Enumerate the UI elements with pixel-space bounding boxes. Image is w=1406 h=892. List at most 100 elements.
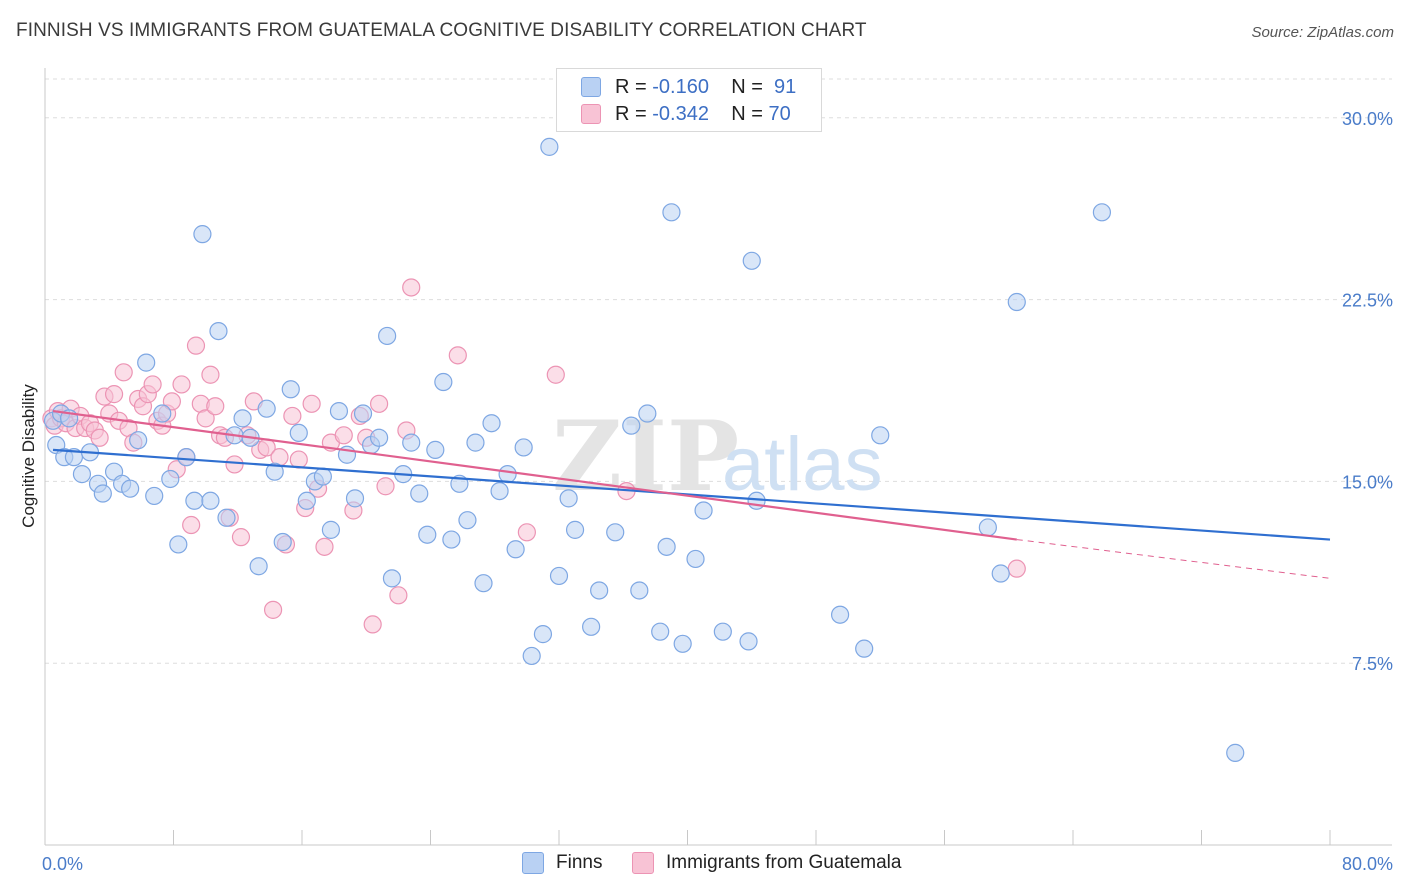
finns-point: [353, 404, 373, 423]
finns-point: [217, 508, 236, 527]
finns-point: [651, 622, 670, 641]
finns-point: [991, 564, 1010, 583]
legend-n-label: N =: [731, 75, 763, 98]
source-label: Source: ZipAtlas.com: [1251, 24, 1394, 41]
guatemala-point: [90, 428, 109, 447]
guatemala-point: [186, 336, 206, 355]
legend-n-label: N =: [731, 102, 763, 125]
finns-point: [209, 322, 228, 341]
finns-point: [442, 530, 461, 549]
guatemala-point: [196, 409, 215, 428]
finns-point: [1007, 292, 1026, 312]
guatemala-point: [225, 455, 244, 474]
finns-point: [638, 404, 657, 423]
guatemala-trend-line: [52, 410, 1017, 541]
finns-swatch: [581, 77, 601, 97]
finns-point: [514, 438, 533, 457]
finns-point: [382, 569, 402, 588]
watermark: ZIP atlas: [552, 400, 883, 513]
y-tick-label: 30.0%: [1342, 109, 1393, 129]
chart-title: FINNISH VS IMMIGRANTS FROM GUATEMALA COG…: [16, 20, 867, 41]
finns-point: [72, 465, 92, 484]
legend-item-finns[interactable]: Finns: [522, 852, 602, 874]
guatemala-point: [172, 375, 191, 394]
finns-point: [482, 414, 501, 433]
finns-point: [193, 225, 212, 244]
y-tick-label: 15.0%: [1342, 472, 1393, 492]
legend-item-guatemala[interactable]: Immigrants from Guatemala: [632, 852, 901, 874]
finns-point: [673, 634, 692, 653]
finns-point: [281, 380, 300, 399]
finns-point: [474, 574, 493, 593]
finns-point: [370, 428, 389, 447]
guatemala-point: [104, 385, 124, 404]
finns-point: [273, 532, 292, 552]
correlation-legend: R = -0.160 N = 91 R = -0.342 N = 70: [556, 68, 822, 132]
finns-point: [265, 462, 284, 481]
finns-point: [185, 491, 204, 510]
finns-point: [297, 491, 316, 510]
series-legend: Finns Immigrants from Guatemala: [0, 852, 1406, 878]
guatemala-swatch: [581, 104, 601, 124]
guatemala-point: [370, 394, 389, 413]
finns-point: [1226, 743, 1245, 762]
finns-point: [410, 484, 429, 503]
finns-point: [582, 617, 601, 636]
guatemala-point: [162, 392, 181, 411]
finns-point: [540, 137, 559, 156]
finns-point: [533, 625, 553, 644]
finns-point: [855, 639, 874, 658]
legend-finns-label: Finns: [556, 852, 603, 873]
finns-point: [345, 489, 365, 508]
finns-point: [257, 399, 276, 418]
finns-point: [93, 484, 112, 503]
guatemala-point: [389, 586, 408, 605]
finns-legend-swatch: [522, 852, 544, 874]
finns-point: [657, 537, 676, 556]
guatemala-point: [231, 528, 251, 547]
finns-point: [458, 511, 477, 530]
finns-point: [498, 465, 517, 484]
finns-point: [418, 525, 437, 544]
guatemala-point: [114, 363, 133, 382]
finns-point: [153, 404, 172, 423]
finns-point: [713, 622, 732, 641]
y-tick-label: 7.5%: [1352, 654, 1393, 674]
finns-point: [402, 433, 421, 452]
guatemala-trend-extension: [1016, 539, 1331, 579]
finns-point: [565, 520, 585, 539]
finns-point: [549, 566, 569, 586]
finns-point: [201, 491, 220, 510]
legend-r-label: R =: [615, 75, 647, 98]
guatemala-point: [517, 523, 536, 542]
guatemala-point: [334, 426, 353, 445]
finns-point: [233, 409, 252, 428]
finns-trend-line: [52, 448, 1331, 541]
legend-row-guatemala: R = -0.342 N = 70: [581, 101, 791, 127]
finns-point: [121, 479, 140, 498]
finns-point: [177, 448, 196, 467]
axes: [44, 68, 1392, 846]
finns-point: [313, 467, 332, 486]
finns-point: [249, 557, 268, 576]
finns-point: [694, 501, 713, 520]
guatemala-point: [289, 450, 308, 469]
finns-point: [169, 535, 188, 554]
finns-point: [871, 426, 890, 445]
finns-point: [129, 431, 148, 450]
finns-point: [622, 416, 641, 435]
guatemala-point: [206, 397, 225, 416]
finns-point: [662, 203, 681, 222]
finns-point: [321, 520, 341, 539]
legend-r-value: -0.160: [652, 75, 709, 98]
guatemala-point: [201, 365, 220, 384]
guatemala-point: [363, 615, 382, 634]
legend-row-finns: R = -0.160 N = 91: [581, 74, 796, 100]
guatemala-point: [302, 394, 321, 413]
finns-point: [137, 353, 156, 372]
finns-point: [145, 486, 164, 506]
finns-point: [1092, 203, 1112, 222]
guatemala-point: [448, 346, 467, 365]
x-tick-label: 0.0%: [42, 854, 83, 874]
legend-n-value: 70: [768, 102, 791, 125]
